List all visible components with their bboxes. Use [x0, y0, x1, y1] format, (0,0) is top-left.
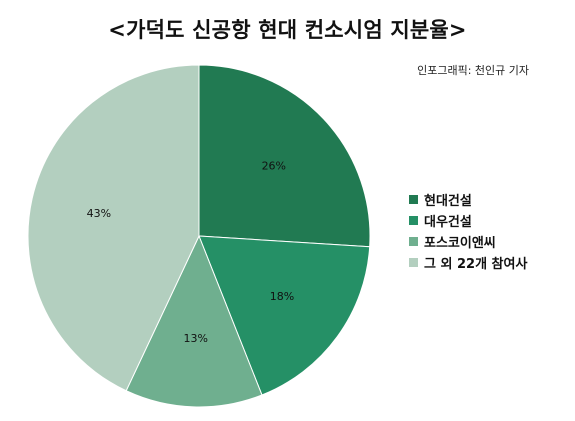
pie-slice [27, 64, 200, 392]
legend-swatch [409, 237, 418, 246]
legend: 현대건설 대우건설 포스코이앤씨 그 외 22개 참여사 [409, 189, 527, 273]
legend-item-hyundai: 현대건설 [409, 189, 527, 210]
legend-label: 그 외 22개 참여사 [424, 257, 528, 272]
pie-slice [125, 234, 263, 408]
legend-label: 포스코이앤씨 [424, 236, 496, 251]
legend-item-daewoo: 대우건설 [409, 210, 527, 231]
slice-label: 43% [87, 207, 111, 220]
chart-title: <가덕도 신공항 현대 컨소시엄 지분율> [108, 18, 467, 42]
slice-label: 18% [270, 290, 294, 303]
slice-label: 26% [262, 159, 286, 172]
legend-swatch [409, 216, 418, 225]
legend-item-posco: 포스코이앤씨 [409, 231, 527, 252]
pie-slice [198, 235, 371, 396]
legend-item-others: 그 외 22개 참여사 [409, 252, 527, 273]
legend-label: 대우건설 [424, 215, 472, 230]
credit-text: 인포그래픽: 천인규 기자 [417, 64, 529, 77]
pie-slice [198, 64, 371, 248]
legend-label: 현대건설 [424, 194, 472, 209]
legend-swatch [409, 195, 418, 204]
legend-swatch [409, 258, 418, 267]
slice-label: 13% [184, 332, 208, 345]
